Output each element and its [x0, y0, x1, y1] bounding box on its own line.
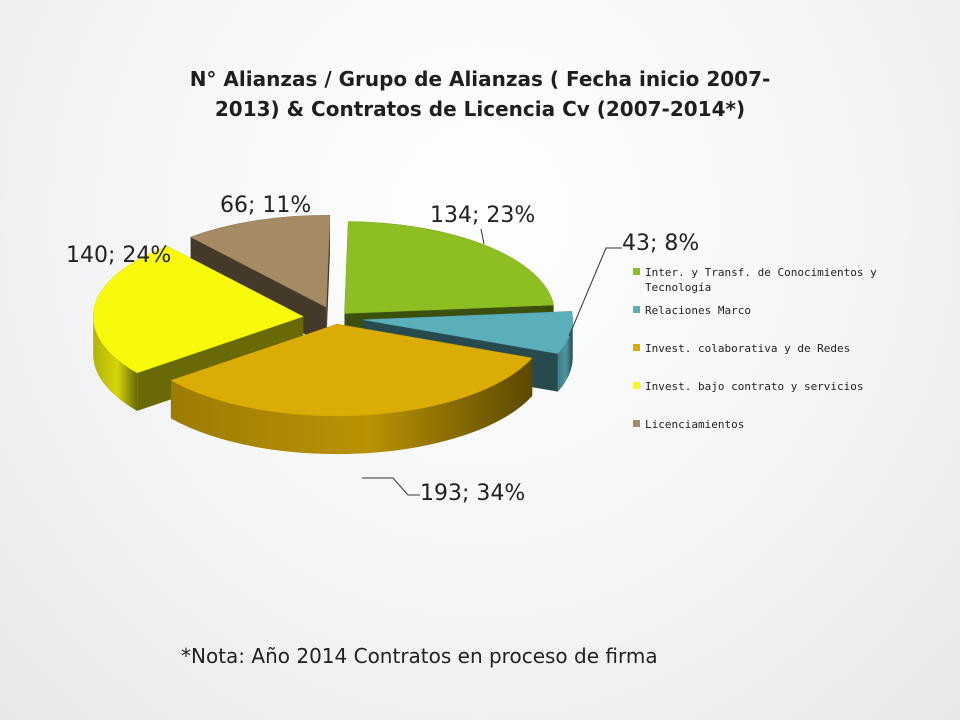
data-label-4: 140; 24% [66, 243, 171, 268]
slice-side-1-5 [326, 215, 330, 346]
data-label-5: 66; 11% [220, 193, 311, 218]
slice-1 [344, 221, 554, 314]
leader-lines [362, 228, 622, 496]
legend-label-2: Relaciones Marco [645, 304, 751, 317]
data-label-3: 193; 34% [420, 481, 525, 506]
leader-line-2 [568, 247, 622, 337]
legend-label-3: Invest. colaborativa y de Redes [645, 342, 850, 355]
legend-label-1: Inter. y Transf. de Conocimientos y [645, 266, 877, 279]
leader-line-3 [362, 477, 420, 496]
legend-label-4: Invest. bajo contrato y servicios [645, 380, 864, 393]
leader-line-1 [480, 228, 485, 245]
footnote: *Nota: Año 2014 Contratos en proceso de … [181, 644, 658, 668]
pie-slices [92, 214, 573, 455]
legend-label-1-line2: Tecnología [645, 281, 711, 294]
legend-swatch-4 [633, 382, 640, 389]
legend-swatch-3 [633, 344, 640, 351]
data-labels: 134; 23% 43; 8% 193; 34% 140; 24% 66; 11% [66, 193, 699, 506]
chart-title-line-1: N° Alianzas / Grupo de Alianzas ( Fecha … [189, 67, 771, 91]
legend-swatch-2 [633, 306, 640, 313]
legend-label-5: Licenciamientos [645, 418, 744, 431]
legend: Inter. y Transf. de Conocimientos y Tecno… [633, 266, 877, 431]
data-label-1: 134; 23% [430, 203, 535, 228]
data-label-2: 43; 8% [622, 231, 699, 256]
slice-wall-4 [93, 316, 138, 411]
slice-5 [189, 214, 331, 308]
legend-swatch-1 [633, 268, 640, 275]
chart-title-line-2: 2013) & Contratos de Licencia Cv (2007-2… [214, 97, 746, 121]
slice-4 [92, 246, 304, 374]
slice-wall-2 [557, 319, 573, 392]
legend-swatch-5 [633, 420, 640, 427]
slice-3 [170, 323, 533, 417]
slice-wall-3 [170, 358, 533, 455]
chart-title: N° Alianzas / Grupo de Alianzas ( Fecha … [120, 64, 840, 124]
